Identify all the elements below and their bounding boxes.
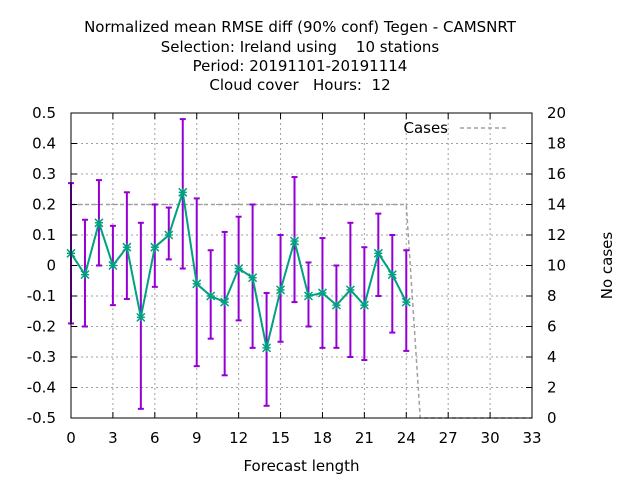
marker-stroke (248, 273, 258, 283)
marker-stroke (136, 312, 146, 322)
marker-stroke (289, 236, 300, 246)
x-tick-label: 27 (439, 429, 458, 447)
marker-stroke (303, 291, 314, 301)
data-point (345, 285, 355, 295)
x-tick-label: 3 (108, 429, 118, 447)
data-point (289, 236, 300, 246)
marker-stroke (122, 242, 132, 252)
title-line-1: Normalized mean RMSE diff (90% conf) Teg… (84, 18, 517, 36)
marker-stroke (206, 291, 216, 301)
marker-stroke (220, 297, 230, 307)
x-tick-label: 24 (397, 429, 416, 447)
data-point (373, 248, 383, 258)
y-tick-label: 0 (46, 257, 56, 275)
marker-stroke (345, 285, 355, 295)
marker-stroke (108, 260, 118, 271)
x-tick-label: 33 (522, 429, 541, 447)
y2-tick-label: 2 (547, 379, 557, 397)
y-tick-label: -0.2 (27, 318, 56, 336)
x-axis-label: Forecast length (243, 457, 359, 475)
marker-stroke (373, 248, 383, 258)
y-tick-label: 0.3 (32, 165, 56, 183)
data-point (248, 273, 258, 283)
y2-tick-label: 18 (547, 135, 566, 153)
data-point (150, 242, 160, 252)
y-tick-label: -0.3 (27, 348, 56, 366)
marker-stroke (331, 300, 341, 310)
y-tick-label: 0.5 (32, 104, 56, 122)
y2-tick-label: 4 (547, 348, 557, 366)
data-point (276, 285, 286, 295)
marker-stroke (401, 297, 411, 307)
y2-tick-label: 0 (547, 409, 557, 427)
y-tick-label: -0.4 (27, 379, 56, 397)
marker-stroke (234, 264, 244, 274)
y2-axis-label: No cases (598, 232, 616, 300)
data-point-markers (66, 187, 411, 353)
y2-tick-label: 10 (547, 257, 566, 275)
chart-title: Normalized mean RMSE diff (90% conf) Teg… (84, 18, 517, 94)
data-point (178, 187, 188, 197)
title-line-4: Cloud cover Hours: 12 (209, 76, 390, 94)
legend: Cases (403, 119, 506, 137)
data-point (262, 343, 272, 353)
data-point (136, 312, 146, 322)
x-tick-label: 18 (313, 429, 332, 447)
data-point (401, 297, 411, 307)
y2-tick-label: 14 (547, 196, 566, 214)
grid (71, 113, 532, 418)
title-line-3: Period: 20191101-20191114 (193, 57, 408, 75)
y2-tick-label: 6 (547, 318, 557, 336)
marker-stroke (276, 285, 286, 295)
x-tick-label: 9 (192, 429, 202, 447)
data-point (234, 264, 244, 274)
marker-stroke (387, 270, 397, 280)
error-bars (68, 118, 410, 410)
y-tick-label: 0.1 (32, 226, 56, 244)
y2-tick-label: 12 (547, 226, 566, 244)
data-point (359, 300, 369, 310)
x-tick-label: 0 (66, 429, 76, 447)
marker-stroke (150, 242, 160, 252)
x-tick-label: 21 (355, 429, 374, 447)
data-point (164, 230, 174, 240)
y2-tick-label: 20 (547, 104, 566, 122)
data-point (80, 270, 90, 280)
marker-stroke (317, 288, 327, 298)
legend-label-cases: Cases (403, 119, 448, 137)
marker-stroke (359, 300, 369, 310)
x-tick-label: 12 (229, 429, 248, 447)
data-point (122, 242, 132, 252)
marker-stroke (164, 230, 174, 240)
marker-stroke (94, 218, 104, 228)
marker-stroke (178, 187, 188, 197)
data-point (387, 270, 397, 280)
data-point (317, 288, 327, 298)
data-point (108, 260, 118, 271)
x-tick-label: 15 (271, 429, 290, 447)
x-tick-label: 6 (150, 429, 160, 447)
y-tick-label: -0.5 (27, 409, 56, 427)
marker-stroke (80, 270, 90, 280)
y-tick-label: 0.4 (32, 135, 56, 153)
marker-stroke (262, 343, 272, 353)
title-line-2: Selection: Ireland using 10 stations (161, 38, 440, 56)
data-point (192, 279, 202, 289)
data-point (220, 297, 230, 307)
axis-ticks: 0 3 6 9 12 15 18 21 24 27 30 33-0.5-0.4-0.3-0.2-0.1… (27, 104, 566, 447)
x-tick-label: 30 (481, 429, 500, 447)
marker-stroke (192, 279, 202, 289)
data-point (206, 291, 216, 301)
data-point (94, 218, 104, 228)
data-point (303, 291, 314, 301)
y2-tick-label: 16 (547, 165, 566, 183)
y-tick-label: 0.2 (32, 196, 56, 214)
y2-tick-label: 8 (547, 287, 557, 305)
y-tick-label: -0.1 (27, 287, 56, 305)
data-point (331, 300, 341, 310)
